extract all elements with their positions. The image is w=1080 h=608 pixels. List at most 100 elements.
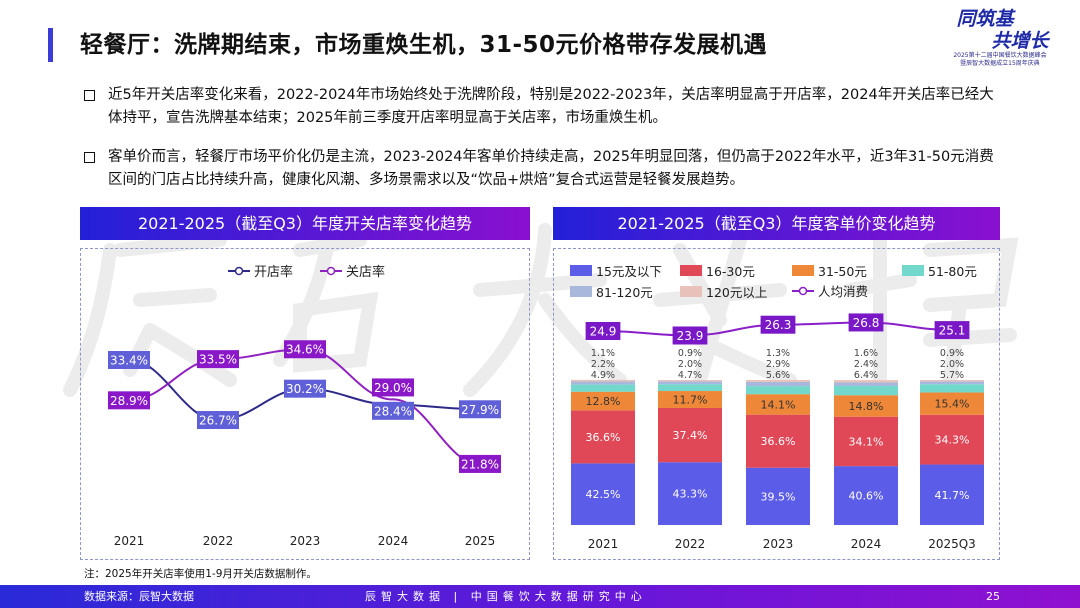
bar-segment	[571, 384, 635, 392]
bar-data-label: 43.3%	[673, 488, 708, 501]
data-label-bg	[284, 340, 326, 359]
bar-segment	[834, 385, 898, 396]
data-label-bg	[108, 391, 150, 410]
legend-label: 关店率	[346, 264, 385, 280]
bar-segment	[920, 414, 984, 465]
bar-data-label: 36.6%	[761, 435, 796, 448]
page-title: 轻餐厅：洗牌期结束，市场重焕生机，31-50元价格带存发展机遇	[80, 32, 768, 58]
legend-swatch	[680, 286, 702, 297]
bar-data-label: 4.9%	[591, 370, 615, 381]
bar-segment	[920, 392, 984, 415]
bar-segment	[746, 414, 810, 468]
x-tick-label: 2022	[203, 534, 234, 548]
bar-segment	[571, 391, 635, 411]
data-label-bg	[459, 400, 501, 419]
bar-segment	[746, 386, 810, 395]
bar-data-label: 37.4%	[673, 429, 708, 442]
bar-data-label: 5.7%	[940, 370, 964, 381]
logo-line2: 共增长	[991, 30, 1049, 52]
logo-sub2: 暨辰智大数据成立15周年庆典	[960, 60, 1040, 67]
data-label-bg	[372, 401, 414, 420]
legend-swatch	[792, 265, 814, 276]
bar-segment	[658, 384, 722, 392]
bar-data-label: 41.7%	[935, 489, 970, 502]
bar-segment	[834, 380, 898, 383]
chart-frame-price	[553, 248, 1000, 560]
data-label: 28.9%	[110, 394, 148, 408]
bullet-square-icon	[84, 90, 95, 101]
footnote: 注：2025年开关店率使用1-9月开关店数据制作。	[84, 568, 317, 580]
x-tick-label: 2025Q3	[928, 537, 976, 551]
legend-label: 81-120元	[596, 285, 653, 300]
page-number: 25	[986, 590, 1000, 603]
legend-label: 51-80元	[928, 264, 977, 279]
bar-data-label: 1.6%	[854, 348, 878, 359]
data-label-bg	[197, 411, 239, 430]
avg-spend-label: 26.8	[853, 316, 880, 330]
data-label: 29.0%	[374, 381, 412, 395]
bar-data-label: 15.4%	[935, 398, 970, 411]
footer-bar: 数据来源：辰智大数据 辰智大数据 | 中国餐饮大数据研究中心 25	[0, 585, 1080, 608]
data-label-bg	[197, 350, 239, 369]
bar-data-label: 34.3%	[935, 434, 970, 447]
x-tick-label: 2024	[851, 537, 882, 551]
bar-data-label: 2.0%	[678, 359, 702, 370]
data-label-bg	[284, 379, 326, 398]
bar-data-label: 0.9%	[940, 348, 964, 359]
data-label: 33.4%	[110, 354, 148, 368]
bar-segment	[920, 464, 984, 525]
bar-segment	[920, 381, 984, 385]
x-tick-label: 2025	[465, 534, 496, 548]
data-label: 28.4%	[374, 404, 412, 418]
chart-frame-open-close	[80, 248, 530, 560]
bar-data-label: 12.8%	[586, 395, 621, 408]
avg-spend-label: 25.1	[939, 324, 966, 338]
data-label: 33.5%	[199, 353, 237, 367]
data-label: 27.9%	[461, 403, 499, 417]
avg-spend-label-bg	[934, 321, 970, 340]
x-tick-label: 2023	[290, 534, 321, 548]
avg-spend-label-bg	[848, 313, 884, 332]
avg-spend-label-bg	[672, 326, 708, 345]
bar-segment	[658, 391, 722, 408]
bar-segment	[658, 380, 722, 382]
legend-label: 人均消费	[818, 284, 868, 299]
bar-segment	[746, 394, 810, 415]
bar-data-label: 36.6%	[586, 431, 621, 444]
legend-label: 15元及以下	[596, 264, 662, 279]
data-label-bg	[459, 454, 501, 473]
logo-sub1: 2025第十二届中国餐饮大数据峰会	[953, 52, 1047, 59]
avg-spend-label-bg	[585, 322, 621, 340]
bar-data-label: 4.7%	[678, 370, 702, 381]
bar-data-label: 42.5%	[586, 488, 621, 501]
data-label: 21.8%	[461, 457, 499, 471]
data-label: 34.6%	[286, 343, 324, 357]
footer-org: 辰智大数据 | 中国餐饮大数据研究中心	[365, 590, 647, 603]
bar-segment	[746, 381, 810, 387]
bar-data-label: 0.9%	[678, 348, 702, 359]
chart-title-open-close: 2021-2025（截至Q3）年度开关店率变化趋势	[80, 207, 530, 240]
bullet-text: 客单价而言，轻餐厅市场平价化仍是主流，2023-2024年客单价持续走高，202…	[108, 149, 994, 188]
legend-label: 31-50元	[818, 264, 867, 279]
bullet-item: 近5年开关店率变化来看，2022-2024年市场始终处于洗牌阶段，特别是2022…	[84, 84, 1004, 130]
bullet-square-icon	[84, 152, 95, 163]
bar-segment	[920, 380, 984, 382]
bar-segment	[834, 382, 898, 386]
x-tick-label: 2021	[114, 534, 145, 548]
bullet-item: 客单价而言，轻餐厅市场平价化仍是主流，2023-2024年客单价持续走高，202…	[84, 146, 1004, 192]
bar-segment	[571, 410, 635, 464]
avg-spend-label: 26.3	[765, 318, 792, 332]
bar-data-label: 11.7%	[673, 394, 708, 407]
bar-data-label: 2.9%	[766, 359, 790, 370]
bar-data-label: 2.4%	[854, 359, 878, 370]
avg-spend-label-bg	[760, 315, 796, 334]
x-tick-label: 2021	[588, 537, 619, 551]
bar-segment	[571, 381, 635, 385]
bar-data-label: 1.1%	[591, 348, 615, 359]
bar-data-label: 2.2%	[591, 359, 615, 370]
bar-data-label: 14.1%	[761, 398, 796, 411]
bar-segment	[658, 462, 722, 525]
bullet-text: 近5年开关店率变化来看，2022-2024年市场始终处于洗牌阶段，特别是2022…	[108, 87, 994, 126]
footer-source: 数据来源：辰智大数据	[84, 590, 194, 603]
